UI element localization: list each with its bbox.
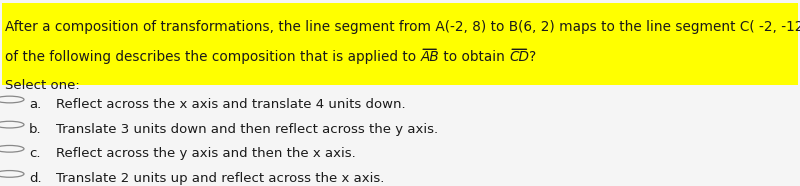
FancyBboxPatch shape [2, 3, 798, 85]
Text: AB: AB [420, 50, 439, 64]
Text: Translate 3 units down and then reflect across the y axis.: Translate 3 units down and then reflect … [56, 123, 438, 136]
Text: c.: c. [29, 147, 40, 160]
Text: b.: b. [29, 123, 42, 136]
Text: After a composition of transformations, the line segment from A(-2, 8) to B(6, 2: After a composition of transformations, … [5, 20, 800, 33]
Text: Select one:: Select one: [5, 79, 79, 92]
Text: d.: d. [29, 172, 42, 185]
Text: to obtain: to obtain [439, 50, 510, 64]
Text: a.: a. [29, 98, 41, 111]
Text: CD: CD [510, 50, 530, 64]
Text: of the following describes the composition that is applied to: of the following describes the compositi… [5, 50, 420, 64]
Text: Reflect across the x axis and translate 4 units down.: Reflect across the x axis and translate … [56, 98, 406, 111]
Text: Translate 2 units up and reflect across the x axis.: Translate 2 units up and reflect across … [56, 172, 384, 185]
Text: ?: ? [530, 50, 537, 64]
Text: Reflect across the y axis and then the x axis.: Reflect across the y axis and then the x… [56, 147, 356, 160]
